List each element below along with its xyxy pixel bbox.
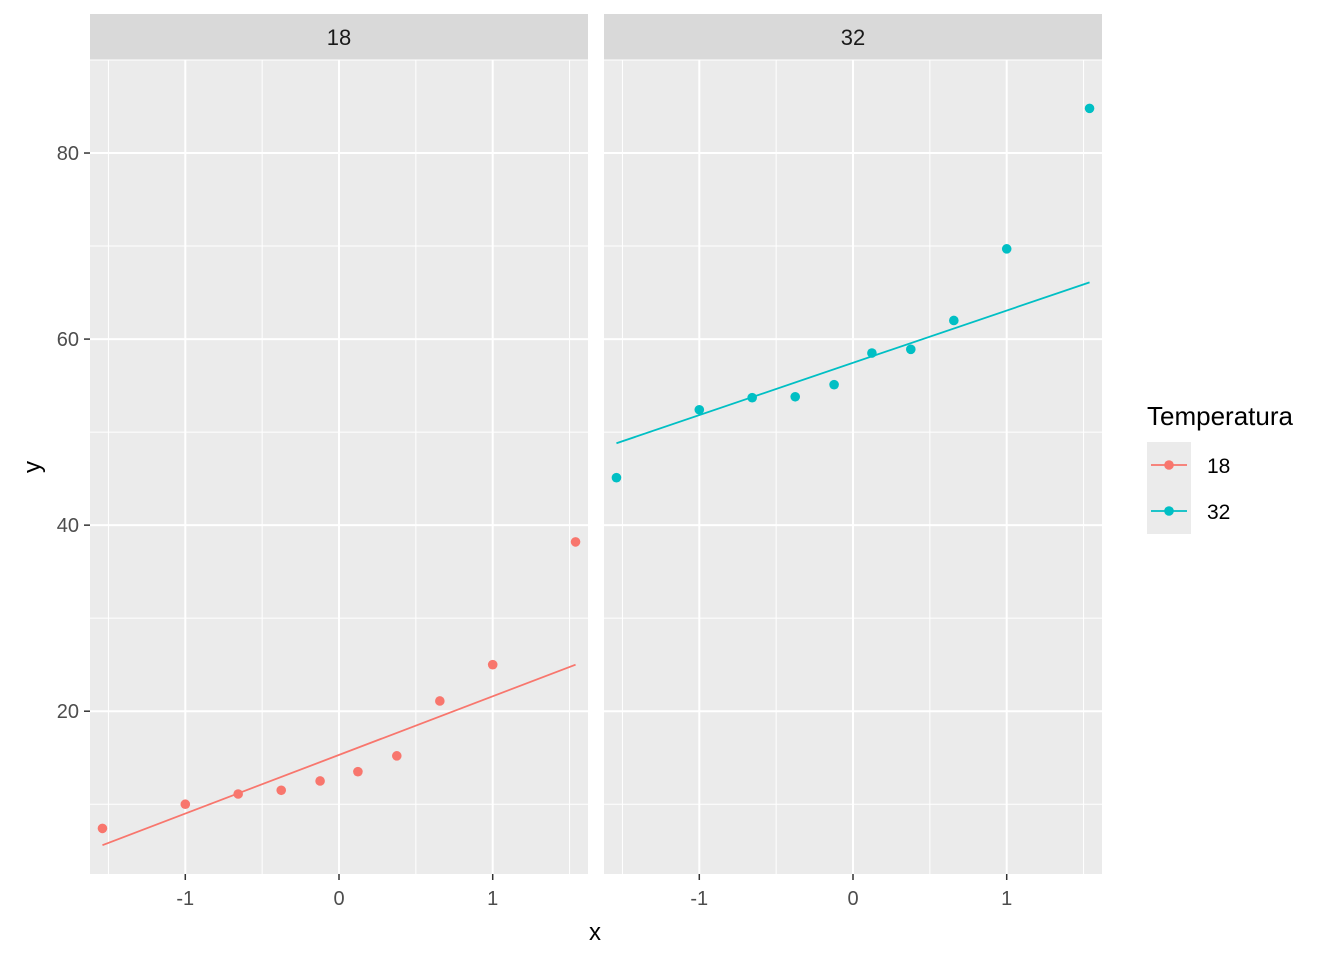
data-point bbox=[392, 751, 402, 761]
panel-18: 18 -1 0 1 bbox=[90, 14, 588, 910]
y-tick-label: 40 bbox=[57, 515, 79, 537]
y-axis-title: y bbox=[19, 461, 46, 473]
legend-key-point bbox=[1164, 460, 1174, 470]
legend-key-point bbox=[1164, 506, 1174, 516]
facet-strip-label: 32 bbox=[841, 25, 865, 50]
data-point bbox=[790, 392, 800, 402]
data-point bbox=[829, 380, 839, 390]
data-point bbox=[747, 393, 757, 403]
data-point bbox=[315, 776, 325, 786]
y-tick-label: 60 bbox=[57, 329, 79, 351]
legend-title: Temperatura bbox=[1147, 401, 1293, 431]
x-tick-label: 0 bbox=[333, 888, 344, 910]
data-point bbox=[180, 799, 190, 809]
data-point bbox=[435, 696, 445, 706]
data-point bbox=[949, 316, 959, 326]
panels-layer: 18 -1 0 1 32 -1 0 1 bbox=[90, 14, 1102, 910]
x-tick-label: 1 bbox=[487, 888, 498, 910]
x-axis-title: x bbox=[589, 919, 601, 946]
data-point bbox=[867, 348, 877, 358]
data-point bbox=[353, 767, 363, 777]
x-tick-label: 1 bbox=[1001, 888, 1012, 910]
data-point bbox=[233, 789, 243, 799]
data-point bbox=[694, 405, 704, 415]
data-point bbox=[612, 473, 622, 483]
legend-entry-18: 18 bbox=[1147, 442, 1230, 488]
data-point bbox=[276, 785, 286, 795]
panel-32: 32 -1 0 1 bbox=[604, 14, 1102, 910]
legend: Temperatura 18 32 bbox=[1147, 401, 1293, 534]
legend-label: 32 bbox=[1207, 501, 1230, 524]
data-point bbox=[98, 824, 108, 834]
y-axis: 20 40 60 80 bbox=[57, 143, 90, 723]
data-point bbox=[571, 537, 581, 547]
x-tick-label: -1 bbox=[176, 888, 194, 910]
x-tick-label: -1 bbox=[690, 888, 708, 910]
y-tick-label: 80 bbox=[57, 143, 79, 165]
data-point bbox=[488, 660, 498, 670]
x-tick-label: 0 bbox=[847, 888, 858, 910]
legend-entry-32: 32 bbox=[1147, 488, 1230, 534]
data-point bbox=[1002, 244, 1012, 254]
data-point bbox=[906, 345, 916, 355]
legend-label: 18 bbox=[1207, 455, 1230, 478]
facet-strip-label: 18 bbox=[327, 25, 351, 50]
data-point bbox=[1085, 104, 1095, 114]
y-tick-label: 20 bbox=[57, 701, 79, 723]
